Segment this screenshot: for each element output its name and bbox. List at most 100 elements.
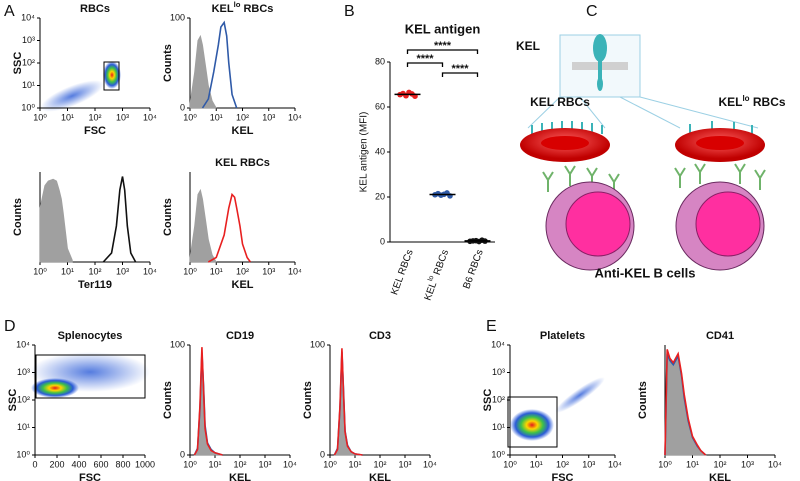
y-tick-label: 0 [180,449,185,459]
x-axis-label: KEL [369,472,391,481]
zoom-line [527,96,561,129]
y-tick-label: 0 [380,236,385,246]
x-tick-label: 10⁰ [33,266,47,276]
y-axis-label: SSC [482,389,494,412]
density-cloud [30,61,605,448]
y-tick-label: 10¹ [492,422,505,432]
significance-bracket [406,49,479,54]
x-tick-label: 0 [32,459,37,469]
diagram-label: KEL RBCs [530,95,590,109]
significance-label: **** [451,63,469,75]
kel-protein [593,34,607,62]
chart-title: RBCs [80,3,110,15]
histogram-area [189,34,217,109]
diagram: KEL KEL RBCs KELlo RBCs Anti-KEL B cells [516,34,786,280]
x-tick-label: 10⁴ [288,112,302,122]
x-tick-label: 10⁴ [143,266,157,276]
chart-title: CD41 [706,330,734,342]
x-tick-label: 10⁴ [608,459,622,469]
histogram-line [102,176,137,263]
x-tick-label: 10¹ [348,459,361,469]
y-tick-label: 10² [17,394,30,404]
y-tick-label: 20 [375,191,385,201]
x-tick-label: 10¹ [686,459,699,469]
x-tick-label: 10³ [741,459,754,469]
x-tick-label: 10¹ [61,266,74,276]
x-tick-label: 10² [236,266,249,276]
y-tick-label: 10⁴ [21,12,35,22]
zoom-line [579,96,606,129]
y-tick-label: 40 [375,146,385,156]
x-tick-label: 10³ [116,266,129,276]
x-tick-label: 10² [236,112,249,122]
x-tick-label: 10⁴ [768,459,782,469]
y-tick-label: 10³ [492,367,505,377]
y-axis-label: SSC [7,389,19,412]
x-tick-label: 10² [713,459,726,469]
x-tick-label: B6 RBCs [461,248,485,290]
x-tick-label: 10⁰ [658,459,672,469]
x-tick-label: 10¹ [208,459,221,469]
y-tick-label: 0 [320,449,325,459]
x-tick-label: 10⁴ [288,266,302,276]
x-tick-label: 10⁴ [423,459,437,469]
label-part: RBCs [240,3,273,15]
kel-protein [597,77,603,91]
x-tick-label: 600 [93,459,108,469]
histogram-area [189,188,217,263]
y-axis-label: Counts [302,381,314,419]
y-tick-label: 10⁰ [491,449,505,459]
panel-label: E [486,318,497,335]
x-axis-label: FSC [552,472,574,481]
y-tick-label: 80 [375,56,385,66]
significance-label: **** [434,40,452,52]
y-axis-label: Counts [637,381,649,419]
y-tick-label: 10² [22,57,35,67]
x-tick-label: 10³ [258,459,271,469]
histogram-area [39,178,73,263]
y-tick-label: 10¹ [17,422,30,432]
panel-label: A [4,3,15,20]
chart-title: CD3 [369,330,391,342]
x-tick-label: 1000 [135,459,155,469]
y-axis-label: Counts [162,381,174,419]
x-axis-label: Ter119 [78,279,112,291]
histogram-line [664,349,707,456]
y-axis-label: Counts [162,198,174,236]
histogram-line [193,347,223,456]
chart-title: KEL antigen [405,21,481,36]
label-part: KEL [718,95,742,109]
x-tick-label: 10² [556,459,569,469]
y-tick-label: 10³ [22,35,35,45]
x-tick-label: 10⁰ [33,112,47,122]
label-part: lo [234,0,241,9]
x-tick-label: 10³ [582,459,595,469]
chart-title: KEL RBCs [215,157,270,169]
x-axis-label: FSC [79,472,101,481]
y-tick-label: 10⁴ [491,339,505,349]
histogram-line [333,348,363,456]
x-tick-label: 10³ [262,266,275,276]
y-tick-label: 10¹ [22,80,35,90]
y-axis-label: Counts [162,44,174,82]
label-part: KEL [212,3,234,15]
label-part: RBCs [431,248,451,279]
diagram-label: KELlo RBCs [718,94,785,110]
y-tick-label: 10³ [17,367,30,377]
x-tick-label: 800 [115,459,130,469]
x-axis-label: KEL [232,279,254,291]
gate [507,396,558,448]
chart-title: KELlo RBCs [212,0,274,15]
rbc [541,136,589,150]
chart-title: Splenocytes [58,330,123,342]
significance-label: **** [416,53,434,65]
x-tick-label: 10⁰ [323,459,337,469]
panel-label: C [586,3,598,20]
x-tick-label: 10⁰ [183,459,197,469]
panel-label: B [344,3,355,20]
x-axis-label: KEL [229,472,251,481]
diagram-label: KEL [516,39,540,53]
y-tick-label: 10² [492,394,505,404]
significance-bracket [441,72,479,77]
y-tick-label: 0 [180,102,185,112]
